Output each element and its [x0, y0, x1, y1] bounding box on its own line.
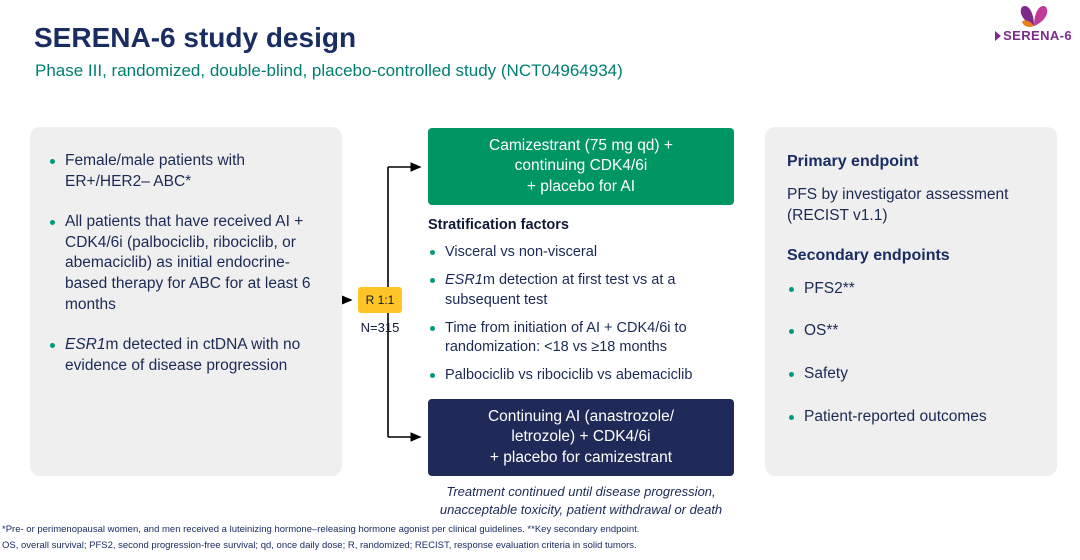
list-item-text: Safety [804, 365, 848, 383]
gene-italic: ESR1 [65, 336, 106, 354]
randomization-n-label: N=315 [360, 320, 400, 335]
footnote-2: OS, overall survival; PFS2, second progr… [2, 540, 637, 551]
stratification-heading: Stratification factors [428, 217, 569, 233]
list-item-text: Patient-reported outcomes [804, 407, 987, 425]
list-item: Patient-reported outcomes [787, 407, 1037, 428]
list-item-text: ESR1m detection at first test vs at a su… [445, 272, 676, 308]
serena6-logo: SERENA-6 [995, 3, 1072, 43]
footnote-1: *Pre- or perimenopausal women, and men r… [2, 524, 640, 535]
bullet-icon [789, 414, 794, 420]
arm-camizestrant-box: Camizestrant (75 mg qd) + continuing CDK… [428, 128, 734, 205]
list-item: PFS2** [787, 279, 1037, 300]
list-item-text: ESR1m detected in ctDNA with no evidence… [65, 336, 301, 374]
list-item-text: Palbociclib vs ribociclib vs abemaciclib [445, 367, 693, 384]
bullet-icon [789, 329, 794, 335]
logo-triangle-icon [995, 30, 1002, 41]
list-item-text: PFS2** [804, 279, 855, 297]
list-item: OS** [787, 321, 1037, 342]
bullet-icon [430, 325, 435, 331]
gene-italic: ESR1 [445, 272, 483, 289]
list-item: ESR1m detected in ctDNA with no evidence… [48, 335, 326, 376]
bullet-icon [50, 343, 55, 349]
bullet-icon [789, 286, 794, 292]
bullet-icon [430, 250, 435, 255]
bullet-icon [50, 159, 55, 164]
list-item: Palbociclib vs ribociclib vs abemaciclib [428, 366, 742, 385]
list-item: Time from initiation of AI + CDK4/6i to … [428, 319, 742, 358]
primary-endpoint-text: PFS by investigator assessment (RECIST v… [787, 186, 1009, 224]
bullet-icon [430, 278, 435, 284]
list-item: ESR1m detection at first test vs at a su… [428, 271, 742, 310]
patient-criteria-panel: Female/male patients with ER+/HER2– ABC*… [30, 127, 342, 476]
arm-control-box: Continuing AI (anastrozole/ letrozole) +… [428, 399, 734, 476]
bullet-icon [430, 373, 435, 379]
list-item-text: All patients that have received AI + CDK… [65, 213, 311, 313]
randomization-box: R 1:1 [358, 287, 402, 313]
list-item-text: Female/male patients with ER+/HER2– ABC* [65, 152, 246, 190]
list-item-text: Visceral vs non-visceral [445, 244, 598, 260]
bullet-icon [789, 372, 794, 378]
treatment-note: Treatment continued until disease progre… [439, 484, 723, 517]
list-item: Safety [787, 364, 1037, 385]
logo-text: SERENA-6 [1003, 28, 1072, 43]
page-title: SERENA-6 study design [34, 22, 357, 53]
bullet-icon [50, 220, 55, 226]
secondary-endpoints-heading: Secondary endpoints [787, 246, 950, 264]
primary-endpoint-heading: Primary endpoint [787, 153, 919, 170]
arm-control-label: Continuing AI (anastrozole/ letrozole) +… [487, 408, 675, 466]
arm-camizestrant-label: Camizestrant (75 mg qd) + continuing CDK… [489, 137, 673, 195]
page-subtitle: Phase III, randomized, double-blind, pla… [35, 61, 623, 80]
list-item-text: Time from initiation of AI + CDK4/6i to … [445, 319, 687, 356]
list-item-text: OS** [804, 322, 839, 340]
list-item: Female/male patients with ER+/HER2– ABC* [48, 151, 326, 192]
list-item: All patients that have received AI + CDK… [48, 212, 326, 315]
list-item: Visceral vs non-visceral [428, 243, 742, 262]
stratification-section: Stratification factors Visceral vs non-v… [428, 217, 742, 395]
butterfly-icon [1020, 6, 1047, 27]
endpoints-panel: Primary endpoint PFS by investigator ass… [765, 127, 1057, 476]
